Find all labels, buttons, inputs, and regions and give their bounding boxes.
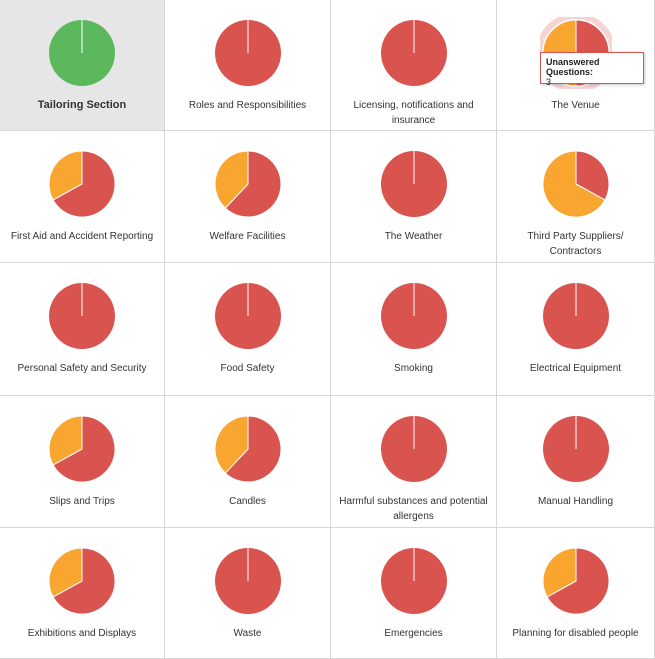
pie-slice xyxy=(52,547,116,615)
tile-label: Harmful substances and potential allerge… xyxy=(339,496,488,522)
section-tile[interactable]: Waste xyxy=(165,528,331,659)
pie-slice xyxy=(542,150,606,218)
section-tile[interactable]: Welfare Facilities xyxy=(165,131,331,263)
section-tile[interactable]: Smoking xyxy=(331,263,497,396)
section-tile[interactable]: Manual Handling xyxy=(497,396,655,528)
section-tile[interactable]: Food Safety xyxy=(165,263,331,396)
tile-label: The Venue xyxy=(551,100,600,111)
tile-label: Exhibitions and Displays xyxy=(27,628,137,639)
section-tile[interactable]: Emergencies xyxy=(331,528,497,659)
pie-slice xyxy=(224,150,281,218)
pie-slice xyxy=(214,150,248,209)
pie-slice xyxy=(545,547,609,615)
tile-label: Personal Safety and Security xyxy=(17,363,147,374)
tile-label: Planning for disabled people xyxy=(512,628,639,639)
pie-chart xyxy=(214,150,281,218)
tooltip-value: 3 xyxy=(546,77,552,87)
pie-slice xyxy=(52,150,116,218)
pie-chart xyxy=(48,547,116,615)
tile-label: Manual Handling xyxy=(537,496,614,507)
section-tile[interactable]: The Weather xyxy=(331,131,497,263)
pie-chart xyxy=(542,547,609,615)
tile-label: Roles and Responsibilities xyxy=(188,100,307,111)
tile-label: Emergencies xyxy=(384,628,443,639)
section-tile[interactable]: Candles xyxy=(165,396,331,528)
pie-slice xyxy=(542,547,576,598)
tile-label: The Weather xyxy=(384,231,443,242)
pie-slice xyxy=(224,415,281,483)
pie-slice xyxy=(575,150,609,201)
pie-chart xyxy=(214,548,281,614)
tile-label: Tailoring Section xyxy=(37,99,127,111)
section-tile[interactable]: Third Party Suppliers/ Contractors xyxy=(497,131,655,263)
tooltip: Unanswered Questions: 3 xyxy=(540,52,644,87)
pie-chart xyxy=(214,283,281,349)
tile-label: Candles xyxy=(229,496,266,507)
tile-label: Waste xyxy=(233,628,262,639)
section-tile[interactable]: Licensing, notifications and insurance xyxy=(331,0,497,131)
pie-chart xyxy=(380,283,447,349)
pie-chart xyxy=(380,151,447,217)
section-tile[interactable]: Slips and Trips xyxy=(0,396,165,528)
pie-chart xyxy=(380,20,447,86)
pie-slice xyxy=(48,415,83,466)
section-tile[interactable]: Roles and Responsibilities xyxy=(165,0,331,131)
section-tile[interactable]: Planning for disabled people xyxy=(497,528,655,659)
pie-slice xyxy=(214,415,248,474)
section-tile[interactable]: Personal Safety and Security xyxy=(0,263,165,396)
pie-chart xyxy=(542,416,609,482)
section-tile[interactable]: Tailoring Section xyxy=(0,0,165,131)
pie-slice xyxy=(48,150,83,201)
section-tile[interactable]: Electrical Equipment xyxy=(497,263,655,396)
tile-label: Smoking xyxy=(394,363,433,374)
pie-chart xyxy=(49,20,115,86)
pie-chart xyxy=(49,283,115,349)
tile-label: Welfare Facilities xyxy=(209,231,286,242)
pie-chart xyxy=(380,548,447,614)
section-tile[interactable]: Exhibitions and Displays xyxy=(0,528,165,659)
tile-label: Food Safety xyxy=(220,363,275,374)
pie-chart xyxy=(542,150,609,218)
pie-chart xyxy=(380,416,447,482)
tile-label: Licensing, notifications and insurance xyxy=(353,100,474,126)
tooltip-label: Unanswered Questions: xyxy=(546,57,600,77)
section-tile[interactable]: First Aid and Accident Reporting xyxy=(0,131,165,263)
section-tile[interactable]: Harmful substances and potential allerge… xyxy=(331,396,497,528)
pie-chart xyxy=(48,150,116,218)
pie-chart xyxy=(214,20,281,86)
pie-slice xyxy=(52,415,116,483)
pie-slice xyxy=(48,547,83,598)
pie-chart xyxy=(48,415,116,483)
tile-label: Slips and Trips xyxy=(49,496,115,507)
tile-label: Third Party Suppliers/ Contractors xyxy=(527,231,624,257)
pie-chart xyxy=(542,283,609,349)
pie-chart xyxy=(214,415,281,483)
tile-label: Electrical Equipment xyxy=(529,363,622,374)
tile-label: First Aid and Accident Reporting xyxy=(10,231,154,242)
